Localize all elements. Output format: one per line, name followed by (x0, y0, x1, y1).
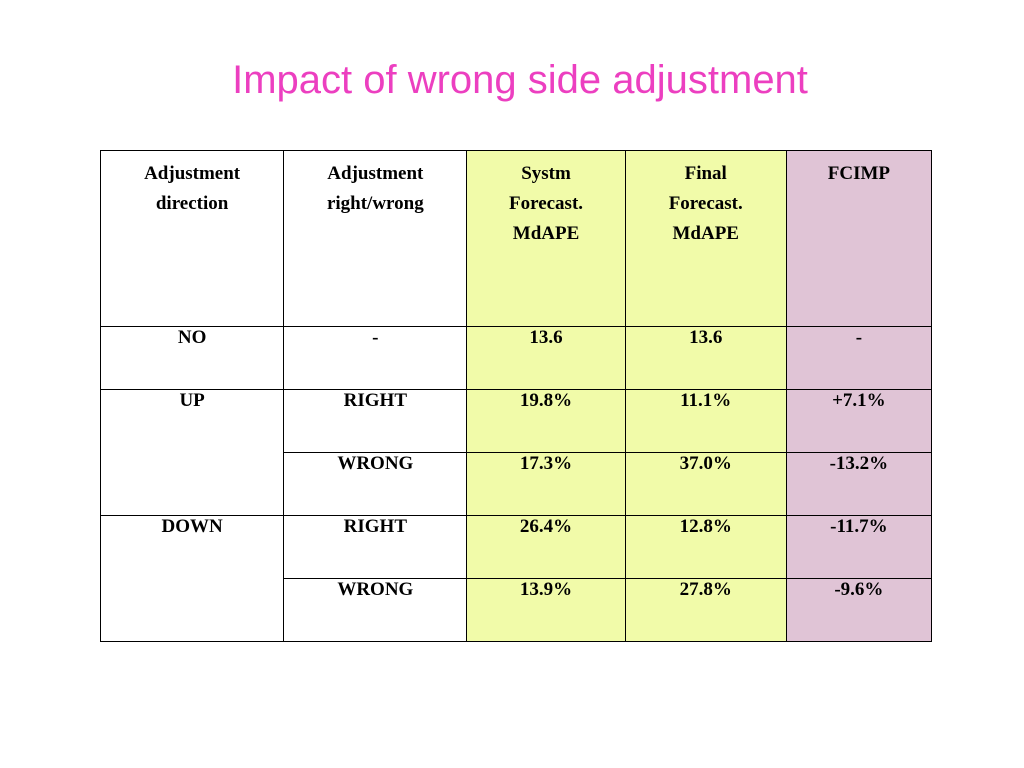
table-row-down-right: DOWN RIGHT 26.4% 12.8% -11.7% (99, 515, 933, 642)
cell-fcimp-down-wrong: -9.6% (785, 578, 933, 642)
cell-fcimp-no: - (785, 326, 933, 390)
cell-label-down-right: RIGHT (283, 515, 468, 579)
table-row-down-wrong: WRONG 13.9% 27.8% -9.6% (101, 578, 933, 642)
header-right-wrong-line-1: Adjustment (327, 163, 424, 184)
cell-final-up-right: 11.1% (624, 389, 787, 453)
header-right-wrong-line-2: right/wrong (326, 193, 424, 214)
cell-direction-up: UP (99, 389, 285, 516)
header-final-line-1: Final (684, 163, 727, 184)
slide-title: Impact of wrong side adjustment (232, 58, 808, 102)
cell-direction-down: DOWN (99, 515, 285, 642)
header-fcimp-line-1: FCIMP (827, 163, 891, 184)
cell-final-down-right: 12.8% (624, 515, 787, 579)
header-system-line-3: MdAPE (512, 223, 580, 244)
header-row: Adjustment direction Adjustment right/wr… (99, 150, 933, 327)
cell-system-no: 13.6 (466, 326, 626, 390)
header-direction-line-2: direction (155, 193, 229, 214)
cell-fcimp-down-right: -11.7% (785, 515, 933, 579)
cell-final-no: 13.6 (624, 326, 787, 390)
cell-system-up-right: 19.8% (466, 389, 626, 453)
header-final-forecast: Final Forecast. MdAPE (624, 150, 787, 327)
cell-final-down-wrong: 27.8% (624, 578, 787, 642)
table-row-no: NO - 13.6 13.6 - (99, 326, 933, 390)
cell-direction-no: NO (99, 326, 285, 390)
cell-fcimp-up-wrong: -13.2% (785, 452, 933, 516)
cell-right-wrong-no: - (283, 326, 468, 390)
header-fcimp: FCIMP (785, 150, 933, 327)
cell-label-down-wrong: WRONG (283, 578, 468, 642)
cell-label-up-right: RIGHT (283, 389, 468, 453)
header-right-wrong: Adjustment right/wrong (283, 150, 468, 327)
header-final-line-2: Forecast. (668, 193, 743, 214)
header-direction-line-1: Adjustment (144, 163, 241, 184)
header-system-forecast: Systm Forecast. MdAPE (466, 150, 626, 327)
table-row-up-right: UP RIGHT 19.8% 11.1% +7.1% (99, 389, 933, 516)
cell-final-up-wrong: 37.0% (624, 452, 787, 516)
header-system-line-2: Forecast. (509, 193, 584, 214)
header-direction: Adjustment direction (99, 150, 285, 327)
table-row-up-wrong: WRONG 17.3% 37.0% -13.2% (101, 452, 933, 516)
results-table: Adjustment direction Adjustment right/wr… (99, 150, 933, 642)
header-final-line-3: MdAPE (672, 223, 739, 244)
cell-fcimp-up-right: +7.1% (785, 389, 933, 453)
cell-system-up-wrong: 17.3% (466, 452, 626, 516)
cell-system-down-right: 26.4% (466, 515, 626, 579)
cell-system-down-wrong: 13.9% (466, 578, 626, 642)
cell-label-up-wrong: WRONG (283, 452, 468, 516)
header-system-line-1: Systm (521, 163, 571, 184)
